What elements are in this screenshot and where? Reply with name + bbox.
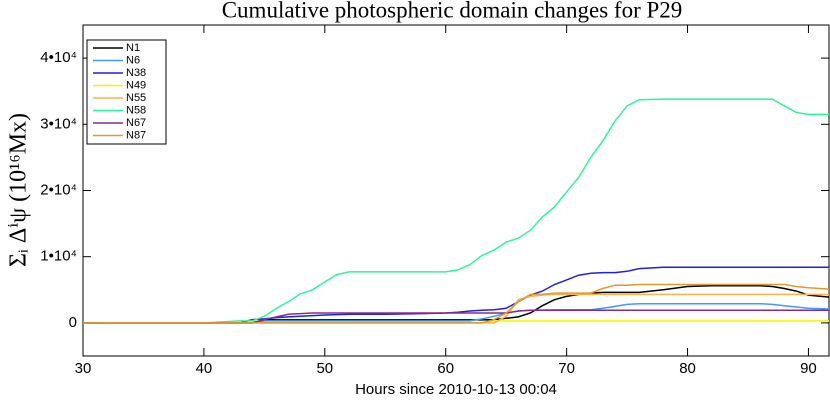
legend-box xyxy=(86,39,167,145)
series-line xyxy=(83,309,829,324)
x-tick-label: 60 xyxy=(437,360,454,377)
y-tick-label: 4•10⁴ xyxy=(40,49,77,66)
legend-label: N6 xyxy=(126,54,140,66)
legend-label: N49 xyxy=(126,79,146,91)
legend-label: N87 xyxy=(126,129,146,141)
x-tick-label: 80 xyxy=(679,360,696,377)
chart-title: Cumulative photospheric domain changes f… xyxy=(222,0,683,22)
y-tick-label: 1•10⁴ xyxy=(40,248,77,265)
legend-label: N58 xyxy=(126,104,146,116)
legend-label: N67 xyxy=(126,117,146,129)
y-axis-label: Σᵢ Δⁱψ (10¹⁶Mx) xyxy=(6,113,32,267)
series-line xyxy=(83,293,829,324)
x-axis-label: Hours since 2010-10-13 00:04 xyxy=(355,381,557,398)
x-tick-label: 30 xyxy=(75,360,92,377)
x-tick-label: 70 xyxy=(558,360,575,377)
legend-label: N55 xyxy=(126,92,146,104)
x-tick-label: 40 xyxy=(196,360,213,377)
y-tick-label: 0 xyxy=(69,314,77,331)
y-tick-label: 3•10⁴ xyxy=(40,115,77,132)
series-line xyxy=(83,285,829,324)
plot-frame xyxy=(82,24,830,357)
y-tick-label: 2•10⁴ xyxy=(40,181,77,198)
x-tick-label: 50 xyxy=(316,360,333,377)
x-tick-label: 90 xyxy=(800,360,817,377)
legend-label: N1 xyxy=(126,42,140,54)
series-line xyxy=(83,98,829,324)
legend-label: N38 xyxy=(126,67,146,79)
series-line xyxy=(83,283,829,324)
